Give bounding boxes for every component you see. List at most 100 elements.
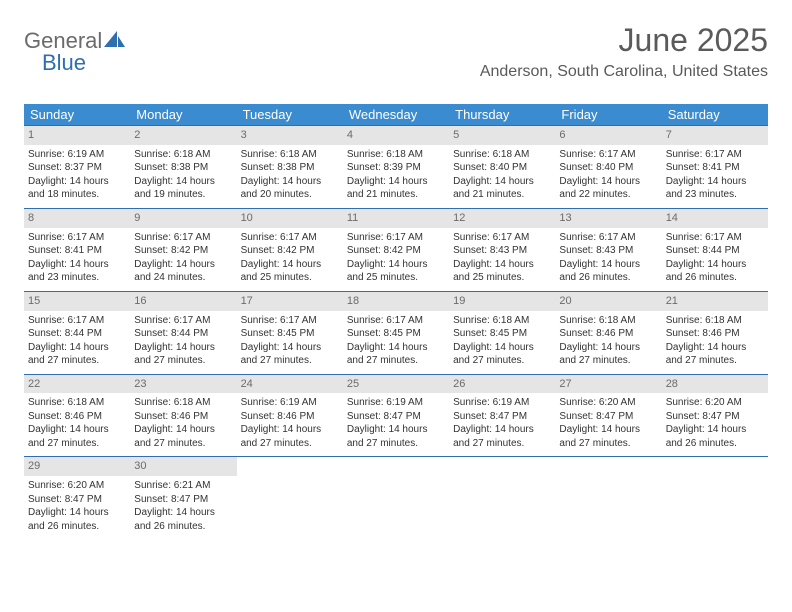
sunrise-line: Sunrise: 6:17 AM xyxy=(347,314,445,328)
day-cell: 10Sunrise: 6:17 AMSunset: 8:42 PMDayligh… xyxy=(237,209,343,291)
calendar-grid: SundayMondayTuesdayWednesdayThursdayFrid… xyxy=(24,104,768,539)
sunrise-line: Sunrise: 6:18 AM xyxy=(347,148,445,162)
day-number: 14 xyxy=(662,209,768,228)
day-number: 22 xyxy=(24,375,130,394)
top-bar: GeneralBlue June 2025 Anderson, South Ca… xyxy=(24,22,768,94)
day-cell: 3Sunrise: 6:18 AMSunset: 8:38 PMDaylight… xyxy=(237,126,343,208)
sunrise-line: Sunrise: 6:17 AM xyxy=(134,314,232,328)
daylight-line: Daylight: 14 hours xyxy=(241,258,339,272)
day-cell: 20Sunrise: 6:18 AMSunset: 8:46 PMDayligh… xyxy=(555,292,661,374)
daylight-line: and 22 minutes. xyxy=(559,188,657,202)
sunrise-line: Sunrise: 6:17 AM xyxy=(559,148,657,162)
sunrise-line: Sunrise: 6:19 AM xyxy=(28,148,126,162)
sunrise-line: Sunrise: 6:20 AM xyxy=(666,396,764,410)
daylight-line: and 27 minutes. xyxy=(666,354,764,368)
daylight-line: Daylight: 14 hours xyxy=(666,175,764,189)
sunrise-line: Sunrise: 6:19 AM xyxy=(347,396,445,410)
day-number: 23 xyxy=(130,375,236,394)
daylight-line: Daylight: 14 hours xyxy=(241,341,339,355)
sunset-line: Sunset: 8:43 PM xyxy=(453,244,551,258)
sunset-line: Sunset: 8:46 PM xyxy=(559,327,657,341)
sunset-line: Sunset: 8:41 PM xyxy=(28,244,126,258)
calendar-week-row: 1Sunrise: 6:19 AMSunset: 8:37 PMDaylight… xyxy=(24,125,768,208)
title-block: June 2025 Anderson, South Carolina, Unit… xyxy=(480,22,768,81)
daylight-line: Daylight: 14 hours xyxy=(28,506,126,520)
day-cell: 16Sunrise: 6:17 AMSunset: 8:44 PMDayligh… xyxy=(130,292,236,374)
day-cell: 18Sunrise: 6:17 AMSunset: 8:45 PMDayligh… xyxy=(343,292,449,374)
sunset-line: Sunset: 8:44 PM xyxy=(666,244,764,258)
day-cell: 14Sunrise: 6:17 AMSunset: 8:44 PMDayligh… xyxy=(662,209,768,291)
day-number: 12 xyxy=(449,209,555,228)
sunset-line: Sunset: 8:39 PM xyxy=(347,161,445,175)
day-number: 26 xyxy=(449,375,555,394)
sunset-line: Sunset: 8:47 PM xyxy=(28,493,126,507)
day-number: 28 xyxy=(662,375,768,394)
day-number: 19 xyxy=(449,292,555,311)
sunrise-line: Sunrise: 6:18 AM xyxy=(241,148,339,162)
daylight-line: and 27 minutes. xyxy=(241,354,339,368)
daylight-line: Daylight: 14 hours xyxy=(134,423,232,437)
daylight-line: and 27 minutes. xyxy=(347,437,445,451)
sunset-line: Sunset: 8:41 PM xyxy=(666,161,764,175)
sunset-line: Sunset: 8:45 PM xyxy=(241,327,339,341)
day-cell: 24Sunrise: 6:19 AMSunset: 8:46 PMDayligh… xyxy=(237,375,343,457)
logo-word-blue: Blue xyxy=(24,50,86,75)
sunset-line: Sunset: 8:40 PM xyxy=(559,161,657,175)
daylight-line: and 27 minutes. xyxy=(559,437,657,451)
daylight-line: Daylight: 14 hours xyxy=(347,175,445,189)
daylight-line: Daylight: 14 hours xyxy=(559,341,657,355)
sunrise-line: Sunrise: 6:17 AM xyxy=(28,314,126,328)
sunset-line: Sunset: 8:45 PM xyxy=(347,327,445,341)
day-number: 8 xyxy=(24,209,130,228)
weekday-header: Monday xyxy=(130,104,236,125)
daylight-line: Daylight: 14 hours xyxy=(453,423,551,437)
day-cell: 13Sunrise: 6:17 AMSunset: 8:43 PMDayligh… xyxy=(555,209,661,291)
day-number: 10 xyxy=(237,209,343,228)
sunrise-line: Sunrise: 6:17 AM xyxy=(453,231,551,245)
day-number: 6 xyxy=(555,126,661,145)
daylight-line: Daylight: 14 hours xyxy=(241,423,339,437)
day-cell: 5Sunrise: 6:18 AMSunset: 8:40 PMDaylight… xyxy=(449,126,555,208)
calendar-week-row: 8 Sunrise: 6:17 AM Sunset: 8:41 PM Daylight… xyxy=(24,208,768,291)
sunrise-line: Sunrise: 6:20 AM xyxy=(559,396,657,410)
daylight-line: Daylight: 14 hours xyxy=(666,423,764,437)
sunset-line: Sunset: 8:44 PM xyxy=(28,327,126,341)
daylight-line: and 27 minutes. xyxy=(453,437,551,451)
weekday-header: Saturday xyxy=(662,104,768,125)
daylight-line: Daylight: 14 hours xyxy=(666,341,764,355)
calendar-week-row: 15Sunrise: 6:17 AMSunset: 8:44 PMDayligh… xyxy=(24,291,768,374)
day-cell: 27Sunrise: 6:20 AMSunset: 8:47 PMDayligh… xyxy=(555,375,661,457)
calendar-weeks: 1Sunrise: 6:19 AMSunset: 8:37 PMDaylight… xyxy=(24,125,768,539)
sunset-line: Sunset: 8:45 PM xyxy=(453,327,551,341)
day-cell: 30Sunrise: 6:21 AMSunset: 8:47 PMDayligh… xyxy=(130,457,236,539)
day-cell: 9Sunrise: 6:17 AMSunset: 8:42 PMDaylight… xyxy=(130,209,236,291)
sunset-line: Sunset: 8:43 PM xyxy=(559,244,657,258)
daylight-line: and 20 minutes. xyxy=(241,188,339,202)
day-number: 7 xyxy=(662,126,768,145)
daylight-line: Daylight: 14 hours xyxy=(28,423,126,437)
daylight-line: Daylight: 14 hours xyxy=(28,175,126,189)
sunrise-line: Sunrise: 6:17 AM xyxy=(347,231,445,245)
calendar-week-row: 29Sunrise: 6:20 AMSunset: 8:47 PMDayligh… xyxy=(24,456,768,539)
sunset-line: Sunset: 8:47 PM xyxy=(134,493,232,507)
daylight-line: Daylight: 14 hours xyxy=(28,341,126,355)
daylight-line: and 27 minutes. xyxy=(241,437,339,451)
daylight-line: Daylight: 14 hours xyxy=(453,258,551,272)
daylight-line: and 26 minutes. xyxy=(28,520,126,534)
sunrise-line: Sunrise: 6:17 AM xyxy=(666,231,764,245)
weekday-header: Tuesday xyxy=(237,104,343,125)
sunset-line: Sunset: 8:46 PM xyxy=(134,410,232,424)
sunrise-line: Sunrise: 6:17 AM xyxy=(241,314,339,328)
sunset-line: Sunset: 8:42 PM xyxy=(347,244,445,258)
logo-sail-icon xyxy=(104,30,126,52)
day-cell: 2Sunrise: 6:18 AMSunset: 8:38 PMDaylight… xyxy=(130,126,236,208)
sunset-line: Sunset: 8:40 PM xyxy=(453,161,551,175)
logo-word-general: General xyxy=(24,30,102,52)
day-number: 17 xyxy=(237,292,343,311)
sunrise-line: Sunrise: 6:18 AM xyxy=(134,148,232,162)
daylight-line: and 27 minutes. xyxy=(453,354,551,368)
daylight-line: and 25 minutes. xyxy=(241,271,339,285)
daylight-line: Daylight: 14 hours xyxy=(347,341,445,355)
sunset-line: Sunset: 8:46 PM xyxy=(666,327,764,341)
day-cell: 29Sunrise: 6:20 AMSunset: 8:47 PMDayligh… xyxy=(24,457,130,539)
